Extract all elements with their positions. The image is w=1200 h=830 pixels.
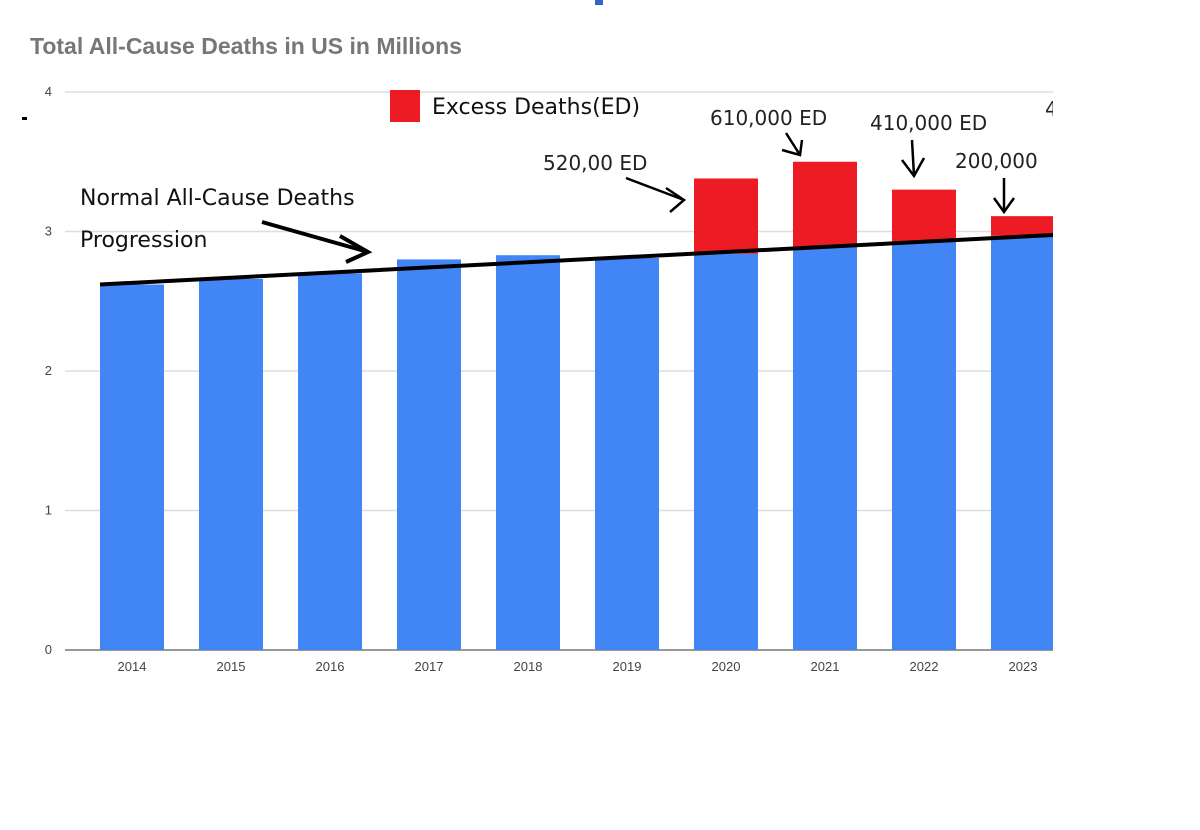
arrow-2022-icon bbox=[901, 139, 926, 179]
annotation-2023: 200,000 bbox=[955, 149, 1038, 173]
y-tick-label: 1 bbox=[45, 503, 52, 518]
x-tick-label: 2017 bbox=[415, 659, 444, 674]
annotation-2021: 610,000 ED bbox=[710, 106, 827, 130]
bar-normal-2020 bbox=[694, 253, 758, 650]
annotation-2022: 410,000 ED bbox=[870, 111, 987, 135]
stray-mark bbox=[22, 117, 27, 120]
x-tick-label: 2022 bbox=[910, 659, 939, 674]
bar-normal-2019 bbox=[595, 258, 659, 650]
bar-excess-2021 bbox=[793, 161, 857, 247]
legend-label-excess: Excess Deaths(ED) bbox=[432, 95, 640, 120]
bar-excess-2020 bbox=[694, 178, 758, 254]
legend-swatch-excess bbox=[390, 90, 420, 122]
annotations: 520,00 ED 610,000 ED 410,000 ED 200,000 … bbox=[543, 97, 1058, 215]
bar-normal-2016 bbox=[298, 273, 362, 650]
x-tick-label: 2018 bbox=[514, 659, 543, 674]
x-tick-label: 2023 bbox=[1009, 659, 1038, 674]
bars bbox=[100, 161, 1055, 650]
bar-normal-2022 bbox=[892, 241, 956, 650]
y-tick-label: 2 bbox=[45, 363, 52, 378]
bar-normal-2021 bbox=[793, 246, 857, 650]
x-tick-label: 2016 bbox=[316, 659, 345, 674]
bar-normal-2018 bbox=[496, 255, 560, 650]
x-tick-label: 2019 bbox=[613, 659, 642, 674]
y-tick-label: 4 bbox=[45, 84, 52, 99]
arrow-2020-icon bbox=[625, 176, 687, 213]
bar-normal-2023 bbox=[991, 235, 1055, 650]
y-tick-label: 0 bbox=[45, 642, 52, 657]
x-tick-label: 2014 bbox=[118, 659, 147, 674]
legend: Excess Deaths(ED) bbox=[390, 90, 640, 122]
y-axis: 0 1 2 3 4 bbox=[45, 84, 52, 657]
x-tick-label: 2015 bbox=[217, 659, 246, 674]
trend-line bbox=[99, 232, 1054, 287]
chart-title: Total All-Cause Deaths in US in Millions bbox=[30, 33, 462, 59]
bar-excess-2023 bbox=[991, 216, 1055, 236]
y-tick-label: 3 bbox=[45, 224, 52, 239]
bar-normal-2014 bbox=[100, 284, 164, 650]
trend-label: Normal All-Cause Deaths Progression bbox=[80, 186, 373, 264]
bar-excess-2022 bbox=[892, 189, 956, 242]
arrow-2021-icon bbox=[781, 132, 804, 157]
x-tick-label: 2020 bbox=[712, 659, 741, 674]
trend-label-line1: Normal All-Cause Deaths bbox=[80, 186, 355, 211]
clip-mask bbox=[1053, 60, 1200, 700]
arrow-2023-icon bbox=[992, 178, 1016, 215]
trend-label-line2: Progression bbox=[80, 228, 207, 253]
x-tick-label: 2021 bbox=[811, 659, 840, 674]
annotation-2020: 520,00 ED bbox=[543, 151, 647, 175]
trend-arrow-icon bbox=[261, 220, 373, 264]
bar-normal-2015 bbox=[199, 278, 263, 650]
top-marker bbox=[595, 0, 603, 5]
x-axis: 2014 2015 2016 2017 2018 2019 2020 2021 2022 2023 bbox=[118, 659, 1038, 674]
bar-normal-2017 bbox=[397, 259, 461, 650]
